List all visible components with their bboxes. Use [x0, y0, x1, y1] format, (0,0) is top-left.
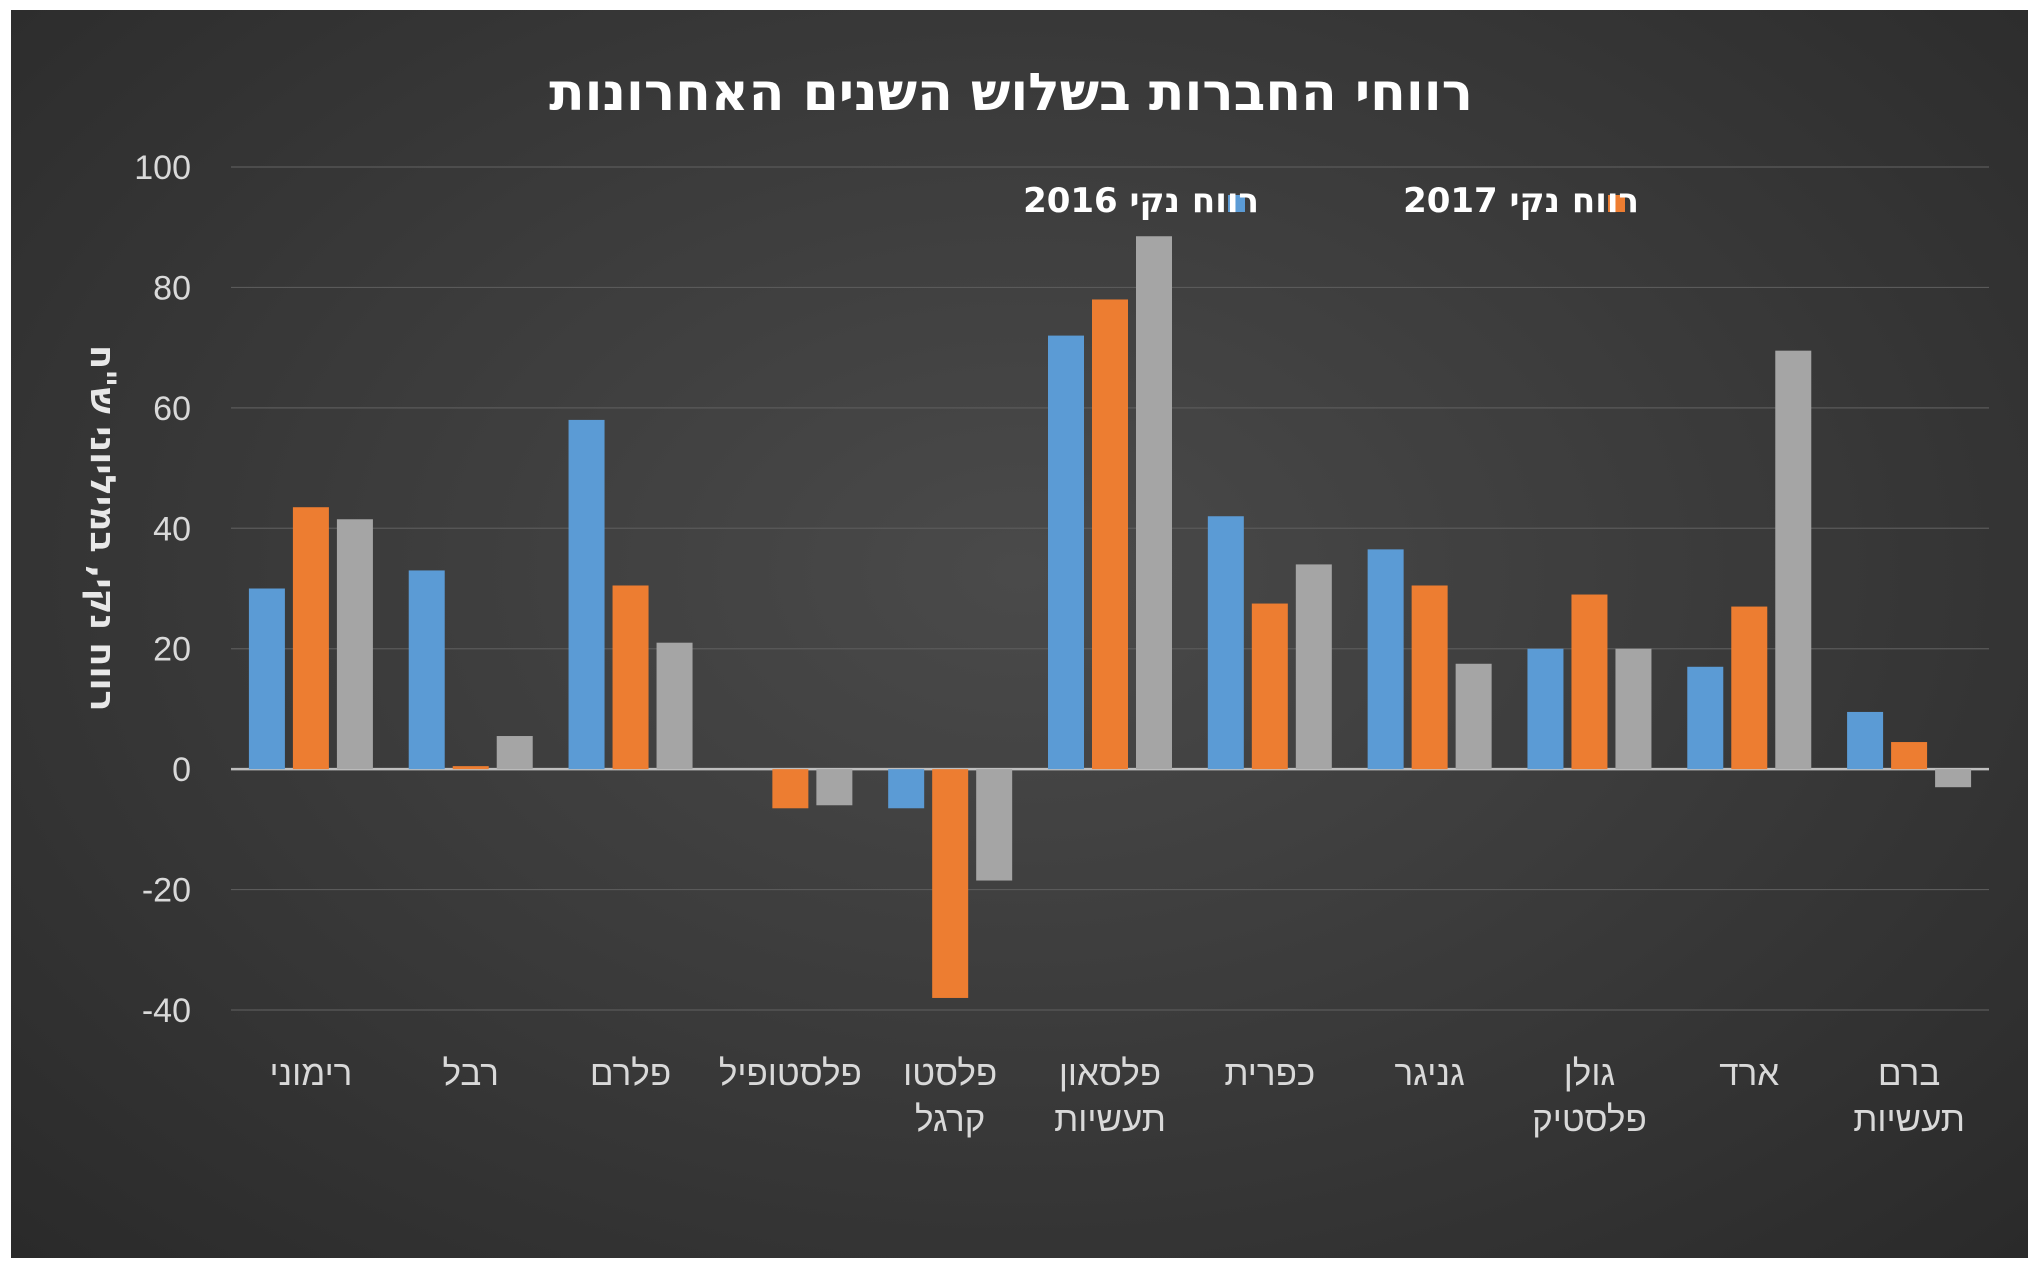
bar-2018-1 — [496, 736, 533, 770]
y-axis-label: רווח נקי, במיליוני ש"ח — [82, 345, 122, 711]
y-axis-ticks: 100 80 60 40 20 0 -20 -40 — [134, 149, 191, 1030]
category-label: תעשיות — [1054, 1100, 1166, 1139]
category-label: תעשיות — [1853, 1100, 1965, 1139]
bar-2016-9 — [1687, 666, 1724, 770]
category-label: פלסטיק — [1532, 1100, 1647, 1139]
category-label: פלרם — [590, 1054, 671, 1093]
bar-2016-5 — [1048, 335, 1084, 770]
y-tick-label: 100 — [134, 149, 191, 187]
y-tick-label: -40 — [142, 992, 191, 1030]
bar-2018-8 — [1615, 648, 1652, 770]
bar-2016-1 — [408, 570, 445, 770]
legend-entry-2017: רווח נקי 2017 — [1403, 181, 1639, 221]
bar-2018-3 — [816, 769, 853, 806]
category-label: גולן — [1564, 1054, 1616, 1093]
bar-2018-0 — [336, 519, 373, 770]
bar-2017-5 — [1092, 299, 1128, 770]
category-label: ברם — [1878, 1054, 1940, 1093]
category-label: רבל — [443, 1054, 499, 1093]
bar-2017-4 — [932, 769, 969, 998]
bar-2018-7 — [1455, 663, 1492, 770]
category-label: קרגל — [915, 1100, 985, 1139]
bar-2018-10 — [1935, 769, 1972, 788]
bar-2018-5 — [1136, 236, 1172, 770]
bar-2017-3 — [772, 769, 809, 809]
bar-2017-9 — [1731, 606, 1768, 770]
legend-label-2016: רווח נקי 2016 — [1023, 181, 1259, 221]
bar-2017-7 — [1411, 585, 1448, 770]
y-tick-label: -20 — [142, 872, 191, 910]
x-axis-categories: רימוני רבל פלרם פלסטופיל פלסטו קרגל פלסאון תעשי… — [269, 1054, 1965, 1139]
bar-2018-6 — [1295, 564, 1332, 770]
bar-2017-0 — [292, 507, 329, 770]
bar-2018-2 — [656, 642, 693, 770]
bar-chart: רווחי החברות בשלוש השנים האחרונות רווח נ… — [82, 63, 1989, 1139]
category-label: פלסטופיל — [719, 1054, 862, 1093]
y-tick-label: 60 — [153, 390, 191, 428]
chart-title: רווחי החברות בשלוש השנים האחרונות — [549, 63, 1473, 123]
bar-2016-8 — [1527, 648, 1564, 770]
bar-2018-9 — [1775, 350, 1812, 770]
bar-2016-6 — [1207, 516, 1244, 770]
category-label: פלסטו — [903, 1054, 997, 1093]
bar-2017-2 — [612, 585, 649, 770]
legend-swatch-2016 — [1228, 195, 1245, 212]
bar-2016-0 — [248, 588, 285, 770]
legend-swatch-2017 — [1608, 195, 1625, 212]
bar-2016-2 — [568, 419, 605, 770]
bar-2017-6 — [1251, 603, 1288, 770]
category-label: רימוני — [269, 1054, 352, 1093]
category-label: כפרית — [1224, 1054, 1315, 1093]
y-tick-label: 80 — [153, 269, 191, 307]
bar-2016-10 — [1847, 711, 1884, 770]
category-label: פלסאון — [1059, 1054, 1161, 1093]
y-tick-label: 0 — [172, 751, 191, 789]
y-tick-label: 20 — [153, 631, 191, 669]
bars — [248, 236, 1972, 998]
legend-label-2017: רווח נקי 2017 — [1403, 181, 1639, 221]
y-tick-label: 40 — [153, 510, 191, 548]
legend-entry-2016: רווח נקי 2016 — [1023, 181, 1259, 221]
bar-2017-8 — [1571, 594, 1608, 770]
chart-area: רווחי החברות בשלוש השנים האחרונות רווח נ… — [11, 10, 2028, 1258]
category-label: גניגר — [1394, 1054, 1464, 1093]
bar-2017-10 — [1891, 742, 1928, 770]
bar-2017-1 — [452, 766, 489, 770]
category-label: ארד — [1719, 1054, 1779, 1093]
legend: רווח נקי 2016 רווח נקי 2017 — [1023, 181, 1639, 221]
bar-2016-4 — [888, 769, 925, 809]
bar-2016-7 — [1367, 549, 1404, 770]
bar-2018-4 — [976, 769, 1013, 881]
